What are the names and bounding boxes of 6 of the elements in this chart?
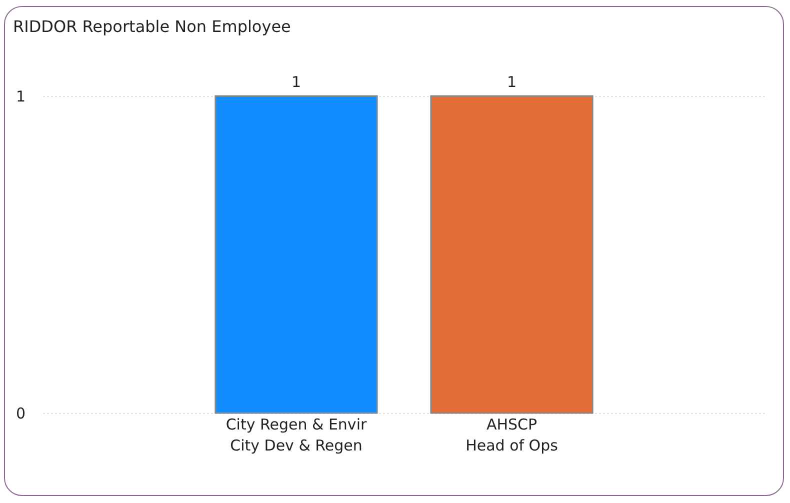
x-tick-label: City Regen & Envir City Dev & Regen (226, 416, 368, 454)
chart-title: RIDDOR Reportable Non Employee (13, 17, 291, 36)
x-tick-label: AHSCP Head of Ops (466, 416, 558, 454)
data-label: 1 (291, 73, 302, 91)
y-tick-label: 0 (16, 404, 26, 422)
data-label: 1 (506, 73, 517, 91)
